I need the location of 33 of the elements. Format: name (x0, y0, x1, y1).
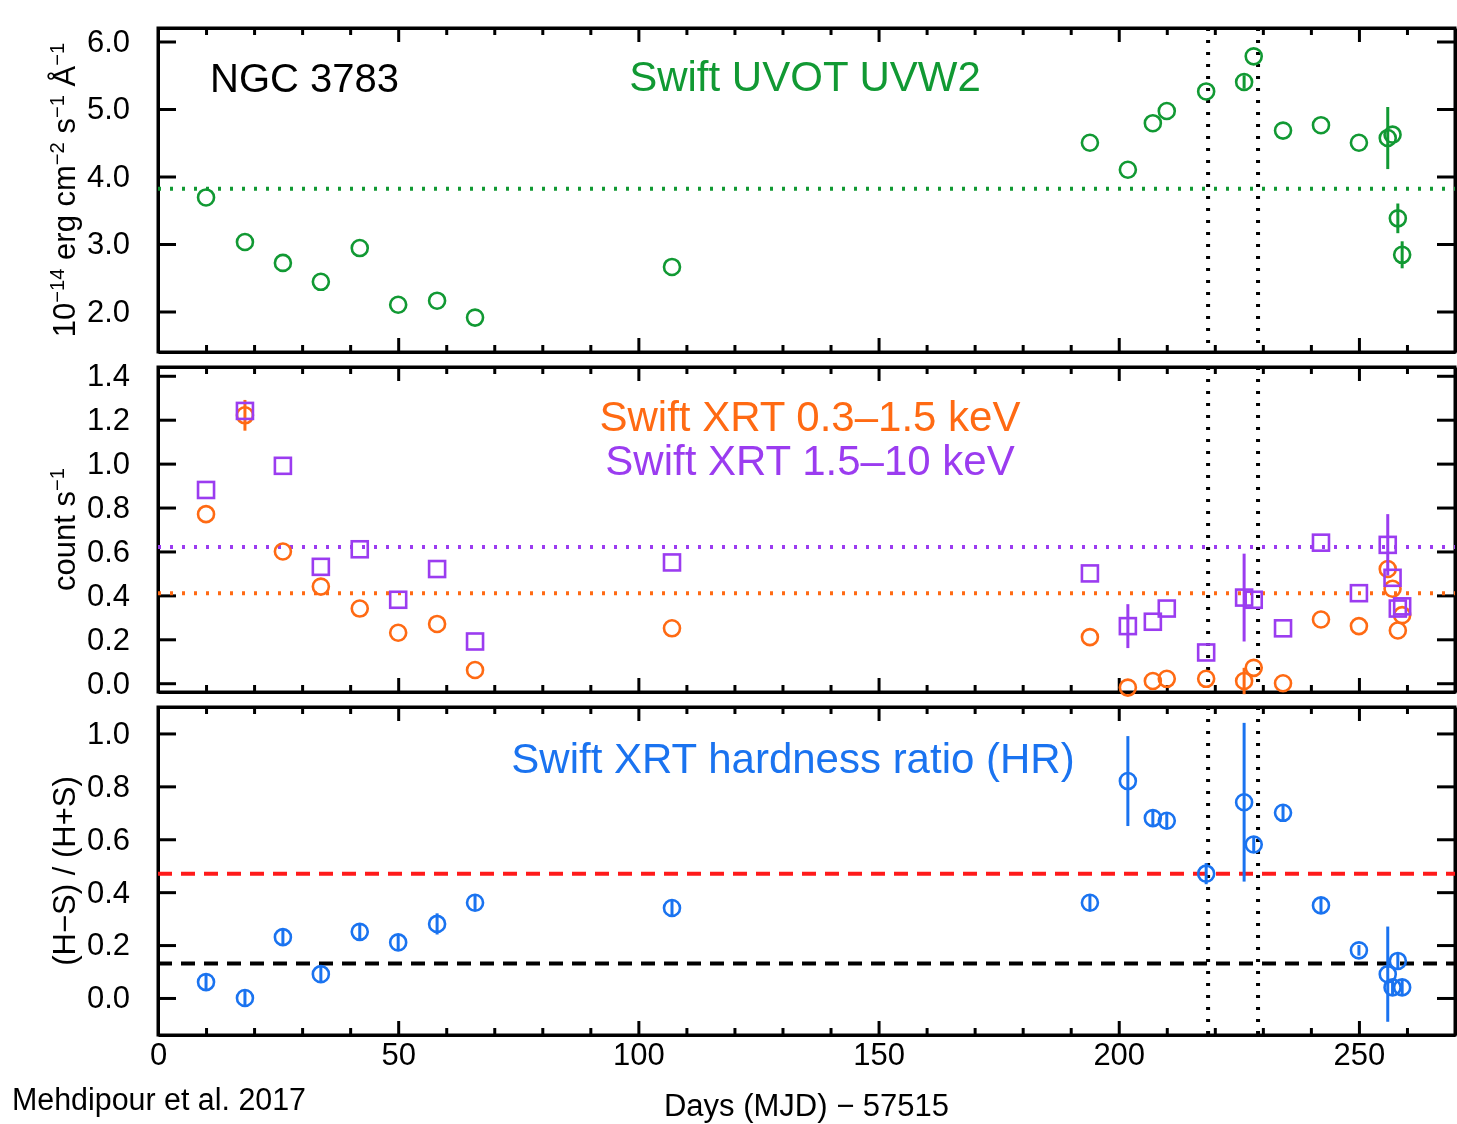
text: Swift XRT 1.5–10 keV (605, 437, 1015, 484)
y-tick-label: 0.4 (86, 874, 130, 910)
y-tick-label: 0.2 (86, 927, 130, 963)
y-tick-label: 1.0 (86, 715, 130, 751)
y-tick-label: 1.0 (86, 446, 130, 482)
y-tick-label: 4.0 (86, 158, 130, 194)
y-tick-label: 3.0 (86, 226, 130, 262)
x-axis-title: Days (MJD) − 57515 (663, 1088, 950, 1123)
y-tick-label: 0.2 (86, 621, 130, 657)
y-tick-label: 1.2 (86, 402, 130, 438)
y-tick-label: 0.4 (86, 577, 130, 613)
y-tick-label: 0.0 (86, 980, 130, 1016)
text: Swift UVOT UVW2 (629, 53, 981, 100)
y-tick-label: 0.6 (86, 821, 130, 857)
y-tick-label: 0.6 (86, 533, 130, 569)
x-tick-label: 200 (1093, 1037, 1146, 1073)
y-tick-label: 2.0 (86, 293, 130, 329)
series-label: Swift XRT hardness ratio (HR) (511, 735, 1075, 782)
y-tick-label: 0.8 (86, 768, 130, 804)
annotation: NGC 3783 (210, 56, 399, 100)
x-tick-label: 150 (853, 1037, 905, 1073)
text: Mehdipour et al. 2017 (12, 1082, 312, 1117)
y-tick-label: 5.0 (86, 91, 130, 127)
x-tick-label: 50 (381, 1037, 416, 1073)
y-tick-label: 1.4 (86, 358, 130, 394)
x-tick-label: 0 (149, 1037, 168, 1073)
y-tick-label: 0.0 (86, 665, 130, 701)
x-tick-label: 250 (1333, 1037, 1386, 1073)
x-tick-label: 100 (613, 1037, 665, 1073)
y-tick-label: 6.0 (86, 23, 130, 59)
text: Swift XRT 0.3–1.5 keV (599, 393, 1021, 440)
y-axis-title: (H−S) / (H+S) (47, 776, 82, 966)
y-tick-label: 0.8 (86, 489, 130, 525)
